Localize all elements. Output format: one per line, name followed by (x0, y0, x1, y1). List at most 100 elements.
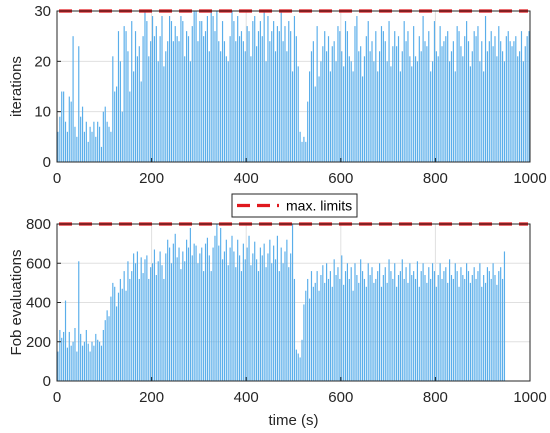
bar (220, 51, 222, 162)
bar (220, 227, 222, 381)
bar (339, 31, 341, 162)
bar (341, 51, 343, 162)
bar (263, 11, 265, 162)
bar (186, 239, 188, 381)
bar (517, 56, 519, 162)
bar (93, 121, 95, 162)
bar (229, 247, 231, 381)
bar (369, 51, 371, 162)
bar (271, 31, 273, 162)
bar (435, 51, 437, 162)
bar (377, 271, 379, 381)
bar (303, 136, 305, 162)
bar (312, 41, 314, 163)
bar (473, 31, 475, 162)
bar (121, 111, 123, 162)
bar (354, 263, 356, 381)
bar (104, 106, 106, 162)
x-tick-label: 200 (139, 170, 164, 187)
bar (187, 247, 190, 381)
bar (182, 251, 184, 381)
bar (140, 257, 142, 381)
bar (316, 26, 318, 162)
bar (87, 141, 89, 162)
bar (346, 31, 349, 162)
bar (460, 46, 462, 163)
bar (267, 253, 269, 381)
bar (193, 243, 195, 382)
bar (170, 21, 173, 162)
bar (326, 263, 328, 381)
bar (481, 286, 483, 381)
bar (500, 267, 502, 381)
bar (150, 41, 152, 163)
bar (112, 282, 114, 382)
bar (223, 251, 226, 381)
bar (259, 21, 261, 162)
bar (450, 51, 453, 162)
bar (246, 26, 248, 162)
x-tick-label: 800 (423, 389, 448, 406)
bar (112, 56, 114, 162)
bar (204, 31, 207, 162)
bar (195, 11, 197, 162)
bar (186, 31, 188, 162)
bar (422, 16, 424, 163)
bar (341, 255, 343, 381)
bar (380, 286, 383, 381)
bar (441, 278, 443, 381)
bar (248, 235, 250, 381)
bar (151, 263, 154, 381)
bar (174, 233, 176, 381)
bar (386, 61, 388, 162)
bar (91, 341, 93, 381)
x-tick-label: 0 (53, 389, 61, 406)
bar (78, 261, 80, 381)
bar (286, 239, 288, 381)
bar (201, 21, 203, 162)
bar (371, 267, 373, 381)
bar (203, 36, 205, 162)
y-tick-label: 30 (34, 3, 51, 20)
bar (411, 275, 413, 381)
bar (407, 282, 409, 382)
bar (528, 31, 530, 162)
bar (129, 91, 131, 162)
bar (435, 286, 437, 381)
bar (307, 101, 309, 162)
x-tick-label: 800 (423, 170, 448, 187)
bar (233, 21, 235, 162)
bar (377, 71, 379, 162)
bar (76, 351, 78, 381)
bar (416, 61, 419, 162)
bar (142, 273, 144, 381)
bar (100, 345, 103, 381)
bar (492, 263, 494, 381)
bar (333, 259, 335, 381)
bar (403, 21, 405, 162)
bar (515, 36, 517, 162)
bar (163, 278, 165, 381)
bar (293, 16, 296, 163)
bar (119, 61, 121, 162)
bar (454, 263, 456, 381)
bar (250, 56, 252, 162)
bar (445, 36, 447, 162)
bar (447, 31, 449, 162)
bar (282, 41, 284, 163)
bar (136, 56, 138, 162)
bar (172, 41, 174, 163)
bar (507, 31, 509, 162)
bar (458, 31, 460, 162)
bar (396, 46, 398, 163)
bar (467, 41, 470, 163)
bar (68, 96, 70, 162)
bar (433, 21, 436, 162)
bar (165, 51, 167, 162)
x-tick-label: 1000 (513, 389, 546, 406)
bar (95, 333, 97, 381)
bar (439, 26, 441, 162)
bar (335, 61, 337, 162)
bar (439, 263, 441, 381)
bar (223, 41, 226, 163)
